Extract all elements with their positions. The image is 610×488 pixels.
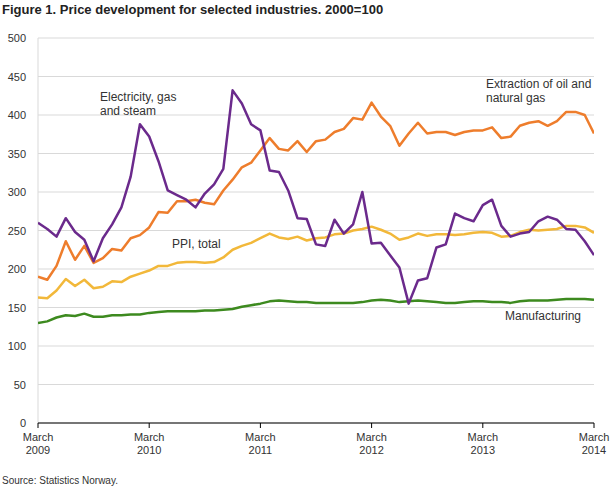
grid-line xyxy=(38,38,594,39)
x-tick-label: March2014 xyxy=(579,431,610,456)
x-tick-label: March2010 xyxy=(134,431,165,456)
x-tick-label: March2011 xyxy=(245,431,276,456)
y-axis-line xyxy=(38,38,39,423)
series-line xyxy=(38,90,594,303)
grid-line xyxy=(38,269,594,270)
series-label: Electricity, gasand steam xyxy=(100,90,176,118)
x-tick xyxy=(482,423,483,428)
grid-line xyxy=(38,230,594,231)
x-tick-label: March2009 xyxy=(23,431,54,456)
y-tick-label: 350 xyxy=(8,148,26,160)
grid-line xyxy=(38,307,594,308)
x-axis-line xyxy=(38,423,594,424)
grid-line xyxy=(38,384,594,385)
grid-line xyxy=(38,346,594,347)
y-tick-label: 0 xyxy=(20,417,26,429)
x-tick xyxy=(594,423,595,428)
title: Figure 1. Price development for selected… xyxy=(2,2,383,17)
series-line xyxy=(38,103,594,280)
x-tick xyxy=(371,423,372,428)
chart: Figure 1. Price development for selected… xyxy=(0,0,610,488)
y-tick-label: 250 xyxy=(8,225,26,237)
source: Source: Statistics Norway. xyxy=(2,475,118,486)
series-label: PPI, total xyxy=(172,237,221,251)
grid-line xyxy=(38,153,594,154)
y-tick-label: 50 xyxy=(14,379,26,391)
y-tick-label: 400 xyxy=(8,109,26,121)
x-tick xyxy=(149,423,150,428)
series-label: Manufacturing xyxy=(505,309,581,323)
y-tick-label: 300 xyxy=(8,186,26,198)
x-tick xyxy=(260,423,261,428)
grid-line xyxy=(38,192,594,193)
series-line xyxy=(38,299,594,323)
y-tick-label: 500 xyxy=(8,32,26,44)
grid-line xyxy=(38,423,594,424)
x-tick xyxy=(38,423,39,428)
x-tick-label: March2012 xyxy=(356,431,387,456)
y-tick-label: 100 xyxy=(8,340,26,352)
series-group xyxy=(38,90,594,323)
series-label: Extraction of oil andnatural gas xyxy=(486,77,591,105)
x-tick-label: March2013 xyxy=(468,431,499,456)
y-tick-label: 450 xyxy=(8,71,26,83)
y-tick-label: 200 xyxy=(8,263,26,275)
y-tick-label: 150 xyxy=(8,302,26,314)
